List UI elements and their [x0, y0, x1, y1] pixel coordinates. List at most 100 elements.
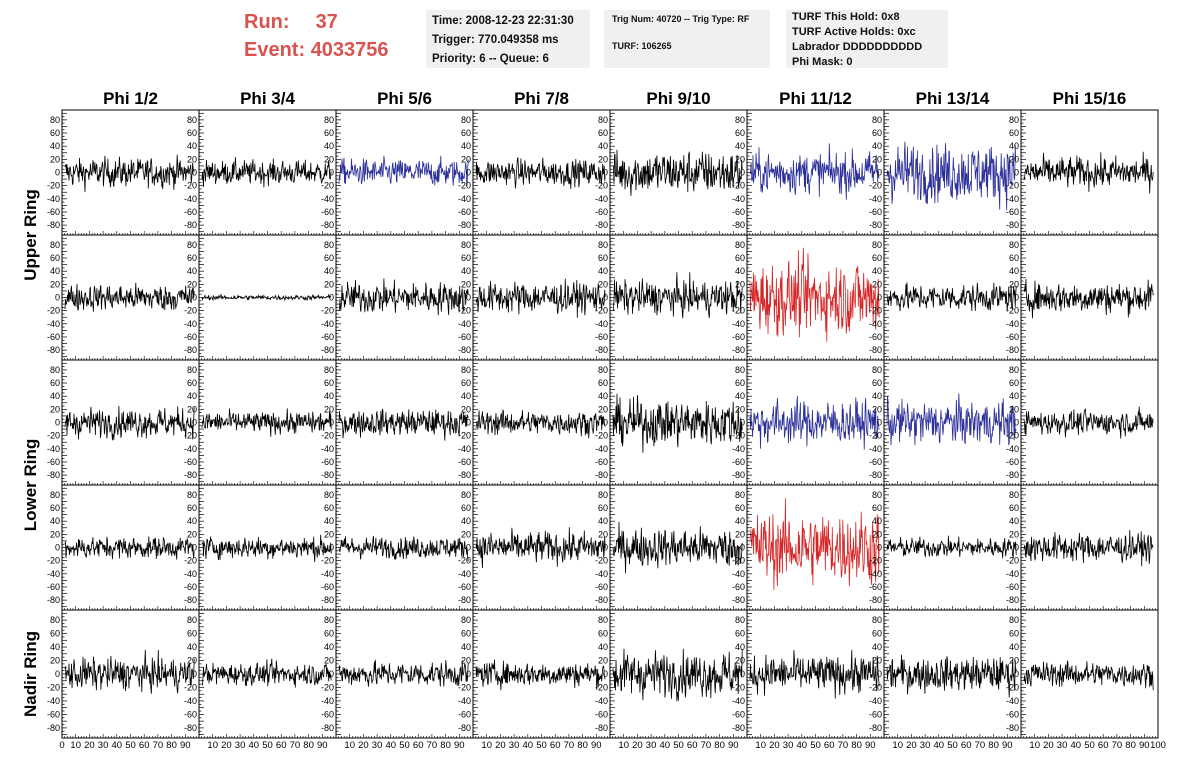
y-tick-label: 60: [187, 128, 197, 138]
y-tick-label: 80: [461, 490, 471, 500]
y-tick-label: 40: [50, 266, 60, 276]
x-tick-label: 30: [98, 740, 109, 751]
y-tick-label: -60: [321, 332, 334, 342]
y-tick-label: 20: [461, 404, 471, 414]
x-tick-label: 10: [755, 740, 766, 751]
y-tick-label: -60: [1006, 457, 1019, 467]
y-tick-label: 40: [598, 391, 608, 401]
x-tick-label: 40: [797, 740, 808, 751]
y-tick-label: 60: [872, 253, 882, 263]
y-tick-label: -80: [321, 595, 334, 605]
x-tick-label: 90: [1002, 740, 1013, 751]
y-tick-label: -40: [321, 569, 334, 579]
y-tick-label: -20: [321, 306, 334, 316]
column-header: Phi 15/16: [1053, 89, 1127, 108]
waveform-trace: [64, 405, 195, 441]
y-tick-label: 40: [1009, 642, 1019, 652]
y-tick-label: -80: [184, 723, 197, 733]
y-tick-label: -80: [869, 723, 882, 733]
y-tick-label: -40: [1006, 194, 1019, 204]
y-tick-label: -80: [184, 345, 197, 355]
waveform-panel: -80 -60 -40 -20 0 20 40 60 80: [595, 484, 748, 611]
y-tick-label: 20: [1009, 656, 1019, 666]
y-tick-label: 40: [1009, 516, 1019, 526]
turf-active-holds-text: TURF Active Holds: 0xc: [792, 26, 916, 38]
y-tick-label: 20: [461, 529, 471, 539]
y-tick-label: 0: [1014, 669, 1019, 679]
y-tick-label: -80: [869, 220, 882, 230]
waveform-panel: -80 -60 -40 -20 0 20 40 60 80: [184, 359, 337, 486]
y-axis-ticks: -80 -60 -40 -20 0 20 40 60 80: [1006, 237, 1026, 358]
y-tick-label: 80: [872, 615, 882, 625]
x-tick-label: 70: [153, 740, 164, 751]
row-group-label: Upper Ring: [21, 189, 40, 281]
y-tick-label: 0: [603, 669, 608, 679]
y-tick-label: -20: [595, 682, 608, 692]
y-tick-label: -20: [47, 431, 60, 441]
waveform-trace: [64, 282, 195, 312]
y-tick-label: 80: [324, 365, 334, 375]
y-tick-label: -80: [458, 595, 471, 605]
x-tick-label: 40: [112, 740, 123, 751]
waveform-panel: -80 -60 -40 -20 0 20 40 60 80: [184, 484, 337, 611]
y-tick-label: 20: [598, 529, 608, 539]
y-tick-label: 60: [1009, 128, 1019, 138]
y-tick-label: -40: [732, 569, 745, 579]
y-tick-label: -20: [458, 306, 471, 316]
y-tick-label: -20: [869, 556, 882, 566]
y-tick-label: -40: [595, 444, 608, 454]
y-tick-label: 20: [187, 656, 197, 666]
x-tick-label: 40: [1071, 740, 1082, 751]
y-tick-label: 60: [598, 128, 608, 138]
y-tick-label: 40: [461, 266, 471, 276]
y-tick-label: 40: [50, 391, 60, 401]
column-header: Phi 3/4: [240, 89, 295, 108]
x-tick-label: 10: [481, 740, 492, 751]
y-tick-label: -60: [869, 332, 882, 342]
y-axis-ticks: -80 -60 -40 -20 0 20 40 60 80: [732, 237, 752, 358]
y-tick-label: -60: [184, 457, 197, 467]
y-tick-label: 0: [877, 669, 882, 679]
y-tick-label: 40: [461, 141, 471, 151]
y-tick-label: 40: [1009, 391, 1019, 401]
y-tick-label: -40: [1006, 569, 1019, 579]
column-header: Phi 11/12: [779, 89, 852, 108]
y-tick-label: 60: [461, 128, 471, 138]
x-tick-label: 40: [934, 740, 945, 751]
waveform-trace: [749, 498, 880, 590]
waveform-panel: -80 -60 -40 -20 0 20 40 60 80: [321, 484, 474, 611]
y-tick-label: 0: [466, 418, 471, 428]
waveform-panel: -80 -60 -40 -20 0 20 40 60 80: [321, 109, 474, 236]
y-tick-label: -20: [869, 682, 882, 692]
y-tick-label: -40: [47, 194, 60, 204]
y-axis-ticks: -80 -60 -40 -20 0 20 40 60 80: [1006, 487, 1026, 608]
y-tick-label: -20: [1006, 181, 1019, 191]
y-axis-ticks: -80 -60 -40 -20 0 20 40 60 80: [47, 613, 67, 735]
y-tick-label: 80: [461, 240, 471, 250]
y-tick-label: 60: [872, 378, 882, 388]
y-tick-label: 0: [192, 168, 197, 178]
y-axis-ticks: -80 -60 -40 -20 0 20 40 60 80: [184, 112, 204, 233]
y-tick-label: 20: [872, 529, 882, 539]
y-tick-label: -40: [321, 319, 334, 329]
y-tick-label: 60: [598, 378, 608, 388]
x-tick-label: 50: [810, 740, 821, 751]
y-tick-label: -60: [47, 457, 60, 467]
y-tick-label: 0: [55, 168, 60, 178]
x-tick-label: 70: [1112, 740, 1123, 751]
y-tick-label: 0: [466, 543, 471, 553]
y-tick-label: -40: [595, 569, 608, 579]
y-tick-label: 0: [1014, 418, 1019, 428]
y-tick-label: -20: [732, 181, 745, 191]
y-tick-label: -80: [595, 595, 608, 605]
y-tick-label: 40: [324, 141, 334, 151]
y-axis-ticks: -80 -60 -40 -20 0 20 40 60 80: [184, 237, 204, 358]
y-tick-label: 40: [872, 516, 882, 526]
x-tick-label: 60: [276, 740, 287, 751]
y-tick-label: 60: [872, 128, 882, 138]
waveform-panel: -80 -60 -40 -20 0 20 40 60 80: [869, 109, 1022, 236]
y-tick-label: -80: [595, 220, 608, 230]
waveform-trace: [1023, 529, 1154, 567]
y-tick-label: -80: [595, 470, 608, 480]
